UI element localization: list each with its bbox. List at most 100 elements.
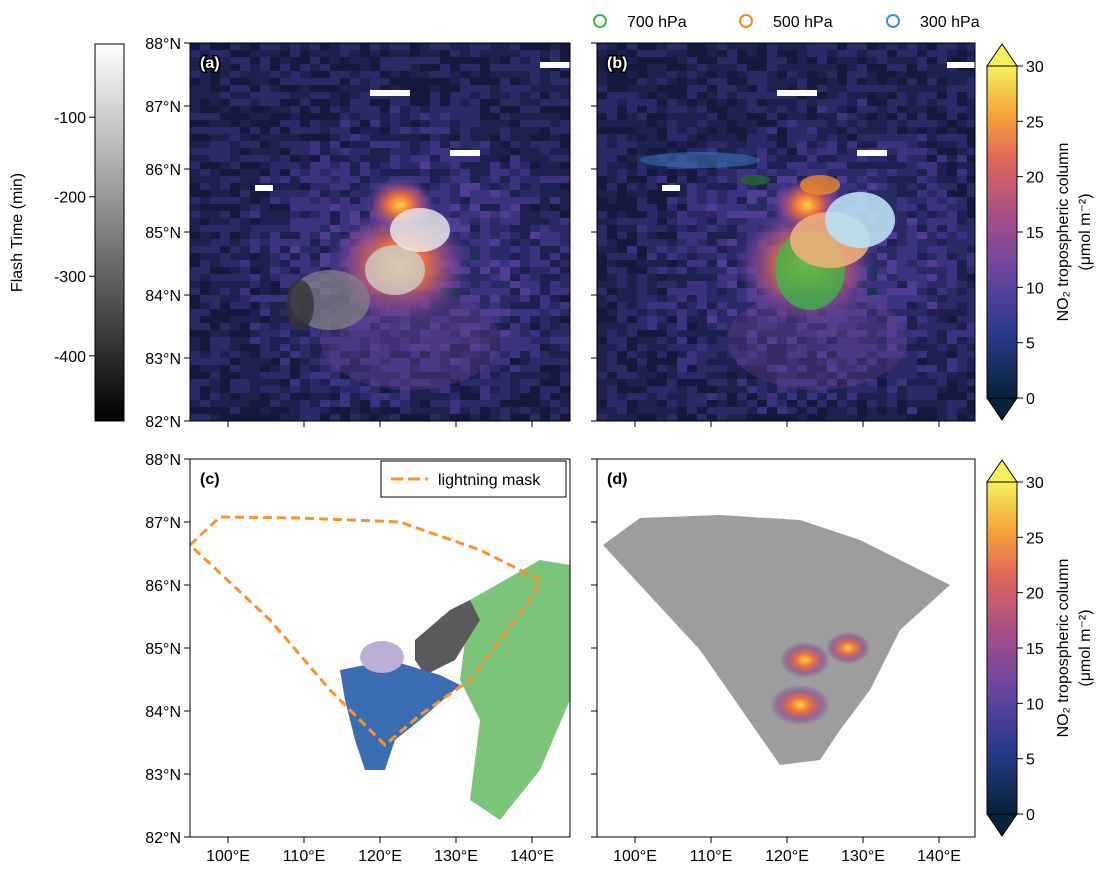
field-cell [657, 85, 667, 92]
field-cell [847, 407, 857, 414]
field-cell [757, 204, 767, 211]
field-cell [897, 120, 907, 127]
field-cell [280, 141, 290, 148]
field-cell [500, 43, 510, 50]
field-cell [887, 372, 897, 379]
field-cell [210, 120, 220, 127]
field-cell [260, 78, 270, 85]
field-cell [827, 106, 837, 113]
field-cell [897, 309, 907, 316]
field-cell [897, 414, 907, 421]
field-cell [697, 106, 707, 113]
field-cell [677, 92, 687, 99]
field-cell [270, 372, 280, 379]
field-cell [917, 106, 927, 113]
field-cell [767, 386, 777, 393]
field-cell [707, 134, 717, 141]
field-cell [220, 85, 230, 92]
field-cell [927, 344, 937, 351]
field-cell [560, 120, 570, 127]
field-cell [897, 386, 907, 393]
field-cell [617, 351, 627, 358]
field-cell [540, 267, 550, 274]
field-cell [340, 50, 350, 57]
field-cell [947, 106, 957, 113]
field-cell [560, 309, 570, 316]
field-cell [657, 57, 667, 64]
field-cell [510, 183, 520, 190]
field-cell [657, 393, 667, 400]
field-cell [727, 260, 737, 267]
field-cell [550, 176, 560, 183]
field-cell [550, 309, 560, 316]
field-cell [240, 50, 250, 57]
field-cell [350, 106, 360, 113]
field-cell [300, 407, 310, 414]
field-cell [470, 106, 480, 113]
field-cell [747, 106, 757, 113]
field-cell [250, 323, 260, 330]
field-cell [330, 204, 340, 211]
field-cell [280, 218, 290, 225]
field-cell [520, 393, 530, 400]
field-cell [430, 134, 440, 141]
field-cell [190, 379, 200, 386]
field-cell [520, 288, 530, 295]
field-cell [597, 358, 607, 365]
field-cell [270, 169, 280, 176]
field-cell [290, 43, 300, 50]
field-cell [667, 330, 677, 337]
field-cell [727, 288, 737, 295]
field-cell [380, 134, 390, 141]
field-cell [540, 253, 550, 260]
field-cell [877, 183, 887, 190]
field-cell [827, 400, 837, 407]
field-cell [597, 141, 607, 148]
field-cell [190, 302, 200, 309]
field-cell [470, 78, 480, 85]
field-cell [837, 85, 847, 92]
field-cell [847, 162, 857, 169]
field-cell [400, 113, 410, 120]
field-cell [300, 225, 310, 232]
field-cell [190, 92, 200, 99]
field-cell [250, 71, 260, 78]
field-cell [647, 253, 657, 260]
field-cell [847, 393, 857, 400]
field-cell [957, 393, 967, 400]
field-cell [897, 372, 907, 379]
field-cell [947, 225, 957, 232]
field-cell [657, 386, 667, 393]
field-cell [280, 176, 290, 183]
field-cell [210, 379, 220, 386]
field-cell [667, 337, 677, 344]
field-cell [697, 344, 707, 351]
field-cell [597, 323, 607, 330]
field-cell [897, 407, 907, 414]
field-cell [827, 99, 837, 106]
field-cell [667, 309, 677, 316]
field-cell [280, 323, 290, 330]
field-cell [627, 155, 637, 162]
field-cell [747, 218, 757, 225]
no2-masked [603, 515, 950, 765]
field-cell [627, 43, 637, 50]
field-cell [560, 274, 570, 281]
field-cell [560, 211, 570, 218]
field-cell [937, 225, 947, 232]
field-cell [220, 281, 230, 288]
field-cell [530, 407, 540, 414]
field-cell [520, 414, 530, 421]
field-cell [420, 120, 430, 127]
field-cell [637, 253, 647, 260]
field-cell [607, 127, 617, 134]
field-cell [667, 134, 677, 141]
field-cell [717, 239, 727, 246]
field-cell [400, 106, 410, 113]
field-cell [480, 197, 490, 204]
field-cell [877, 155, 887, 162]
field-cell [260, 113, 270, 120]
field-cell [380, 43, 390, 50]
field-cell [230, 50, 240, 57]
field-cell [260, 134, 270, 141]
